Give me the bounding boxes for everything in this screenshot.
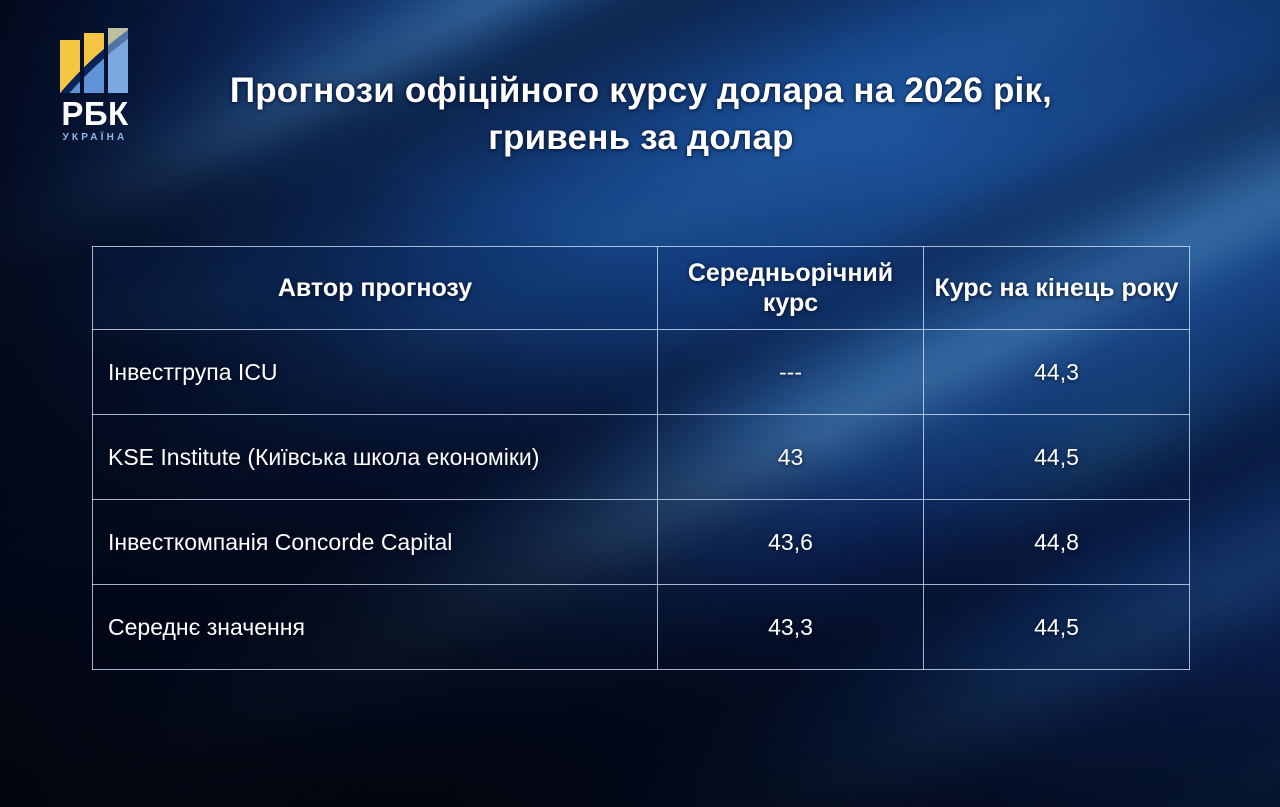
table-body: Інвестгрупа ICU --- 44,3 KSE Institute (…	[92, 329, 1190, 670]
cell-year-end-rate: 44,5	[923, 584, 1190, 670]
table-header: Автор прогнозу Середньорічний курс Курс …	[92, 246, 1190, 330]
table-row: KSE Institute (Київська школа економіки)…	[92, 414, 1190, 500]
cell-author-text: Інвестгрупа ICU	[108, 358, 278, 385]
logo-subtitle: УКРАЇНА	[62, 132, 128, 143]
cell-average-rate: ---	[657, 329, 924, 415]
cell-author: KSE Institute (Київська школа економіки)	[92, 414, 658, 500]
page-title: Прогнози офіційного курсу долара на 2026…	[176, 68, 1106, 161]
forecast-table: Автор прогнозу Середньорічний курс Курс …	[92, 246, 1190, 670]
cell-author: Середнє значення	[92, 584, 658, 670]
cell-author-text: Інвесткомпанія Concorde Capital	[108, 528, 453, 555]
cell-year-end-rate: 44,3	[923, 329, 1190, 415]
cell-author-text: Середнє значення	[108, 613, 305, 640]
page-title-line-1: Прогнози офіційного курсу долара на 2026…	[229, 71, 1053, 111]
table-header-row: Автор прогнозу Середньорічний курс Курс …	[92, 246, 1190, 330]
cell-year-end-rate: 44,8	[923, 499, 1190, 585]
table-row: Інвестгрупа ICU --- 44,3	[92, 329, 1190, 415]
column-header-year-end-rate: Курс на кінець року	[923, 246, 1190, 330]
table-row: Інвесткомпанія Concorde Capital 43,6 44,…	[92, 499, 1190, 585]
rbc-ukraine-logo[interactable]: РБК УКРАЇНА	[49, 28, 141, 148]
column-header-average-rate: Середньорічний курс	[657, 246, 924, 330]
cell-author: Інвестгрупа ICU	[92, 329, 658, 415]
cell-author: Інвесткомпанія Concorde Capital	[92, 499, 658, 585]
cell-average-rate: 43,3	[657, 584, 924, 670]
cell-average-rate: 43,6	[657, 499, 924, 585]
cell-author-text: KSE Institute (Київська школа економіки)	[108, 443, 540, 470]
column-header-author: Автор прогнозу	[92, 246, 658, 330]
forecast-table-container: Автор прогнозу Середньорічний курс Курс …	[92, 246, 1190, 670]
rbc-bars-logo-icon	[54, 28, 136, 93]
table-row: Середнє значення 43,3 44,5	[92, 584, 1190, 670]
page-title-line-2: гривень за долар	[488, 117, 794, 157]
logo-wordmark: РБК	[61, 95, 129, 132]
cell-average-rate: 43	[657, 414, 924, 500]
cell-year-end-rate: 44,5	[923, 414, 1190, 500]
